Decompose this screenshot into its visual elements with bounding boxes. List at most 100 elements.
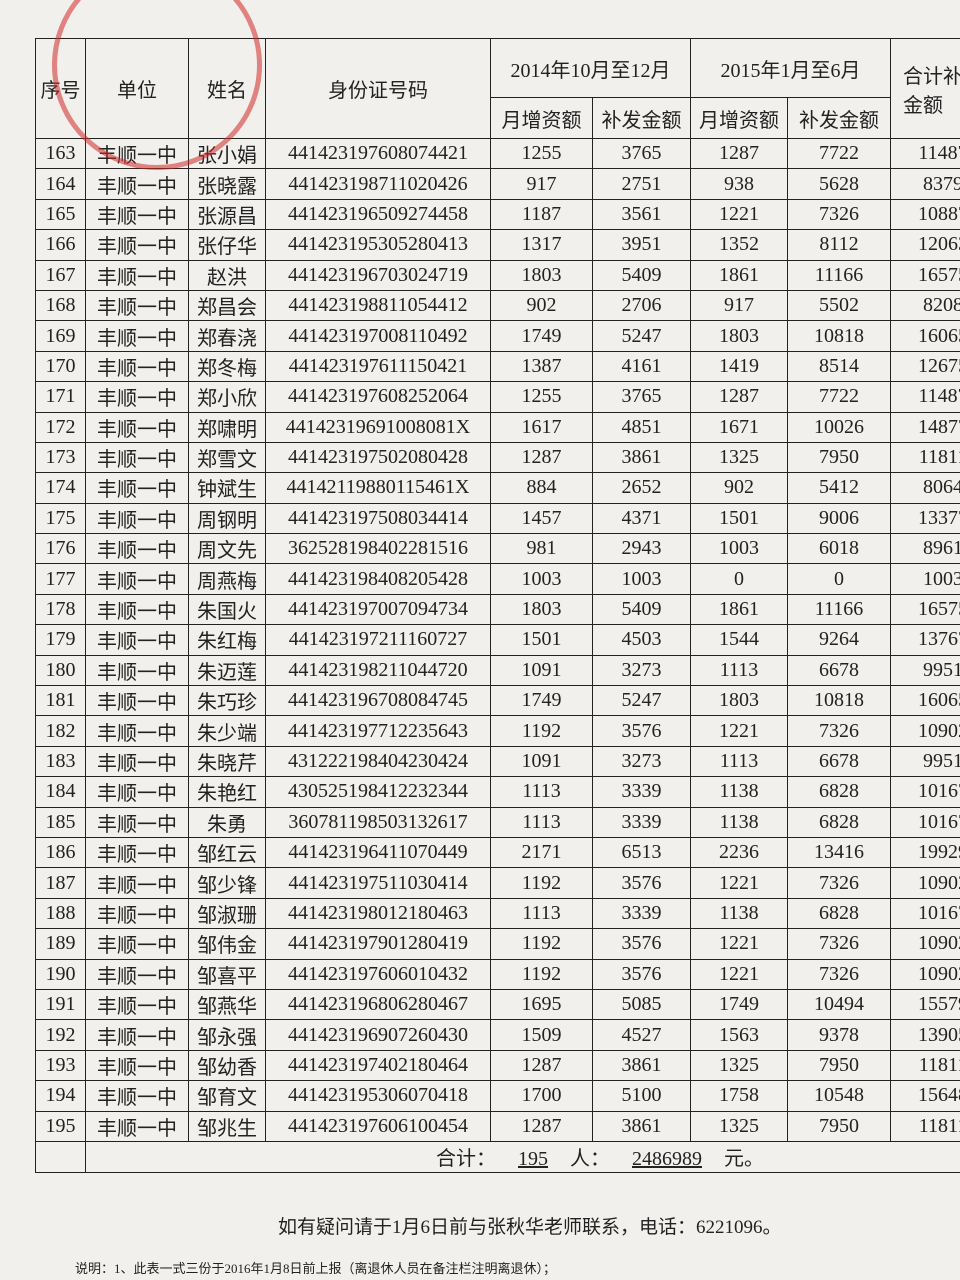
table-cell: 1749 bbox=[690, 988, 788, 1021]
table-row: 173 丰顺一中 郑雪文 441423197502080428 1287 3861 1325… bbox=[35, 441, 960, 474]
table-cell: 1255 bbox=[490, 381, 593, 413]
table-cell: 180 bbox=[35, 654, 86, 687]
header-cell: 月增资额 bbox=[490, 97, 593, 139]
table-cell: 周钢明 bbox=[188, 502, 266, 535]
table-cell: 9378 bbox=[787, 1019, 891, 1051]
summary-amount: 2486989 bbox=[632, 1148, 702, 1171]
table-cell: 丰顺一中 bbox=[85, 259, 189, 291]
table-cell: 1113 bbox=[690, 745, 788, 778]
summary-label: 合计： bbox=[436, 1148, 496, 1171]
table-cell: 3339 bbox=[592, 897, 691, 930]
table-cell: 10902 bbox=[890, 958, 960, 990]
table-row: 169 丰顺一中 郑春浇 441423197008110492 1749 5247 1803… bbox=[35, 320, 960, 352]
table-cell: 181 bbox=[35, 685, 86, 717]
table-cell: 441423197211160727 bbox=[265, 624, 491, 656]
table-cell: 192 bbox=[35, 1019, 86, 1051]
table-cell: 10902 bbox=[890, 867, 960, 899]
table-cell: 441423196411070449 bbox=[265, 836, 491, 869]
table-cell: 11166 bbox=[787, 593, 891, 626]
table-cell: 6513 bbox=[592, 836, 691, 869]
table-cell: 13905 bbox=[890, 1019, 960, 1051]
table-cell: 丰顺一中 bbox=[85, 806, 189, 838]
table-cell: 朱少端 bbox=[188, 715, 266, 747]
table-cell: 3576 bbox=[592, 958, 691, 990]
table-cell: 1221 bbox=[690, 958, 788, 990]
table-cell: 9264 bbox=[787, 624, 891, 656]
table-cell: 5409 bbox=[592, 259, 691, 291]
table-cell: 3273 bbox=[592, 745, 691, 778]
table-cell: 194 bbox=[35, 1080, 86, 1112]
table-cell: 1501 bbox=[490, 624, 593, 656]
table-cell: 1387 bbox=[490, 350, 593, 383]
table-cell: 4161 bbox=[592, 350, 691, 383]
table-cell: 1325 bbox=[690, 1049, 788, 1082]
table-cell: 周燕梅 bbox=[188, 563, 266, 595]
table-row: 165 丰顺一中 张源昌 441423196509274458 1187 3561 1221… bbox=[35, 198, 960, 231]
table-cell: 丰顺一中 bbox=[85, 593, 189, 626]
table-cell: 郑小欣 bbox=[188, 381, 266, 413]
table-cell: 朱晓芹 bbox=[188, 745, 266, 778]
header-group: 2015年1月至6月 bbox=[690, 38, 891, 98]
table-cell: 178 bbox=[35, 593, 86, 626]
table-cell: 1803 bbox=[690, 320, 788, 352]
table-cell: 177 bbox=[35, 563, 86, 595]
table-cell: 张晓露 bbox=[188, 168, 266, 200]
table-cell: 1287 bbox=[490, 441, 593, 474]
table-cell: 赵洪 bbox=[188, 259, 266, 291]
table-row: 182 丰顺一中 朱少端 441423197712235643 1192 3576 1221… bbox=[35, 715, 960, 747]
table-cell: 188 bbox=[35, 897, 86, 930]
table-cell: 441423197508034414 bbox=[265, 502, 491, 535]
table-cell: 朱勇 bbox=[188, 806, 266, 838]
table-cell: 1749 bbox=[490, 685, 593, 717]
table-cell: 5085 bbox=[592, 988, 691, 1021]
table-cell: 丰顺一中 bbox=[85, 836, 189, 869]
table-cell: 1113 bbox=[490, 776, 593, 808]
table-cell: 175 bbox=[35, 502, 86, 535]
table-cell: 1192 bbox=[490, 958, 593, 990]
table-cell: 丰顺一中 bbox=[85, 350, 189, 383]
table-cell: 441423197608252064 bbox=[265, 381, 491, 413]
table-cell: 朱国火 bbox=[188, 593, 266, 626]
table-cell: 1700 bbox=[490, 1080, 593, 1112]
table-cell: 168 bbox=[35, 289, 86, 322]
table-row: 164 丰顺一中 张晓露 441423198711020426 917 2751 938 56… bbox=[35, 168, 960, 200]
table-cell: 183 bbox=[35, 745, 86, 778]
pay-table: 序号 单位 姓名 身份证号码 2014年10月至12月 2015年1月至6月 合… bbox=[35, 38, 960, 1173]
table-cell: 1352 bbox=[690, 229, 788, 261]
table-row: 171 丰顺一中 郑小欣 441423197608252064 1255 3765 1287… bbox=[35, 381, 960, 413]
note: 说明：1、此表一式三份于2016年1月8日前上报（离退休人员在备注栏注明离退休）… bbox=[75, 1261, 557, 1276]
table-cell: 10818 bbox=[787, 685, 891, 717]
table-cell: 1255 bbox=[490, 137, 593, 170]
table-cell: 190 bbox=[35, 958, 86, 990]
table-cell: 郑啸明 bbox=[188, 411, 266, 443]
table-cell: 丰顺一中 bbox=[85, 776, 189, 808]
header-cell: 合计补发金额 bbox=[890, 38, 960, 139]
table-cell: 2171 bbox=[490, 836, 593, 869]
table-cell: 1113 bbox=[690, 654, 788, 687]
table-body: 163 丰顺一中 张小娟 441423197608074421 1255 3765 1287… bbox=[35, 137, 960, 1142]
table-row: 195 丰顺一中 邹兆生 441423197606100454 1287 3861 1325… bbox=[35, 1110, 960, 1142]
summary: 合计： 195 人： 2486989 元。 bbox=[85, 1140, 960, 1173]
table-cell: 3576 bbox=[592, 715, 691, 747]
table-cell: 1861 bbox=[690, 259, 788, 291]
table-cell: 7326 bbox=[787, 715, 891, 747]
table-cell: 1501 bbox=[690, 502, 788, 535]
table-cell: 丰顺一中 bbox=[85, 715, 189, 747]
table-cell: 16065 bbox=[890, 320, 960, 352]
table-cell: 1749 bbox=[490, 320, 593, 352]
table-cell: 441423197712235643 bbox=[265, 715, 491, 747]
table-cell: 176 bbox=[35, 533, 86, 565]
table-cell: 171 bbox=[35, 381, 86, 413]
table-cell: 丰顺一中 bbox=[85, 897, 189, 930]
table-cell: 3765 bbox=[592, 381, 691, 413]
table-cell: 1221 bbox=[690, 198, 788, 231]
table-cell: 12063 bbox=[890, 229, 960, 261]
table-cell: 4527 bbox=[592, 1019, 691, 1051]
contact: 如有疑问请于1月6日前与张秋华老师联系，电话：6221096。 bbox=[278, 1217, 782, 1238]
table-cell: 1091 bbox=[490, 654, 593, 687]
table-cell: 1187 bbox=[490, 198, 593, 231]
table-cell: 174 bbox=[35, 472, 86, 504]
table-cell: 1317 bbox=[490, 229, 593, 261]
table-cell: 丰顺一中 bbox=[85, 1049, 189, 1082]
table-cell: 1138 bbox=[690, 897, 788, 930]
